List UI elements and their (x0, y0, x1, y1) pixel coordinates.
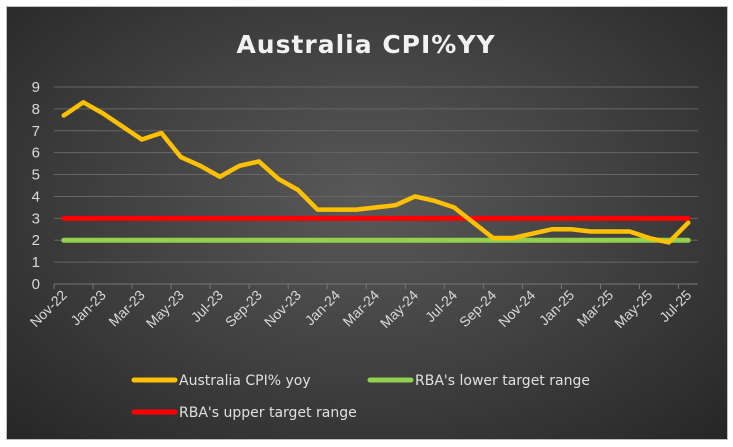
legend-label: Australia CPI% yoy (179, 373, 311, 389)
x-tick-label: Sep-23 (222, 287, 265, 330)
y-tick-label: 7 (32, 123, 40, 140)
y-tick-label: 1 (32, 254, 40, 271)
x-tick-label: Jan-24 (302, 287, 344, 329)
y-tick-label: 5 (32, 167, 40, 184)
x-tick-label: May-23 (143, 287, 187, 331)
x-tick-label: Jul-24 (422, 287, 460, 325)
x-tick-label: Nov-22 (27, 287, 70, 330)
x-tick-label: May-24 (377, 287, 421, 331)
x-tick-label: May-25 (611, 287, 655, 331)
x-tick-label: Mar-25 (574, 287, 617, 330)
x-tick-label: Nov-23 (261, 287, 304, 330)
x-tick-label: Jul-23 (188, 287, 226, 325)
x-tick-label: Jan-23 (67, 287, 109, 329)
x-tick-label: Jan-25 (536, 287, 578, 329)
y-tick-label: 0 (32, 276, 40, 293)
cpi-series-line (61, 100, 691, 245)
y-tick-label: 8 (32, 101, 40, 118)
chart-area (6, 6, 728, 440)
legend-label: RBA's upper target range (179, 405, 357, 421)
y-tick-label: 6 (32, 145, 40, 162)
y-tick-label: 9 (32, 79, 40, 96)
legend-label: RBA's lower target range (415, 373, 590, 389)
y-tick-label: 4 (32, 188, 40, 205)
chart-title: Australia CPI%YY (236, 30, 495, 59)
x-tick-label: Sep-24 (456, 287, 499, 330)
x-tick-label: Jul-25 (656, 287, 694, 325)
x-tick-label: Nov-24 (495, 287, 538, 330)
x-tick-label: Mar-23 (105, 287, 148, 330)
y-tick-label: 2 (32, 232, 40, 249)
y-tick-label: 3 (32, 210, 40, 227)
x-tick-label: Mar-24 (339, 287, 382, 330)
